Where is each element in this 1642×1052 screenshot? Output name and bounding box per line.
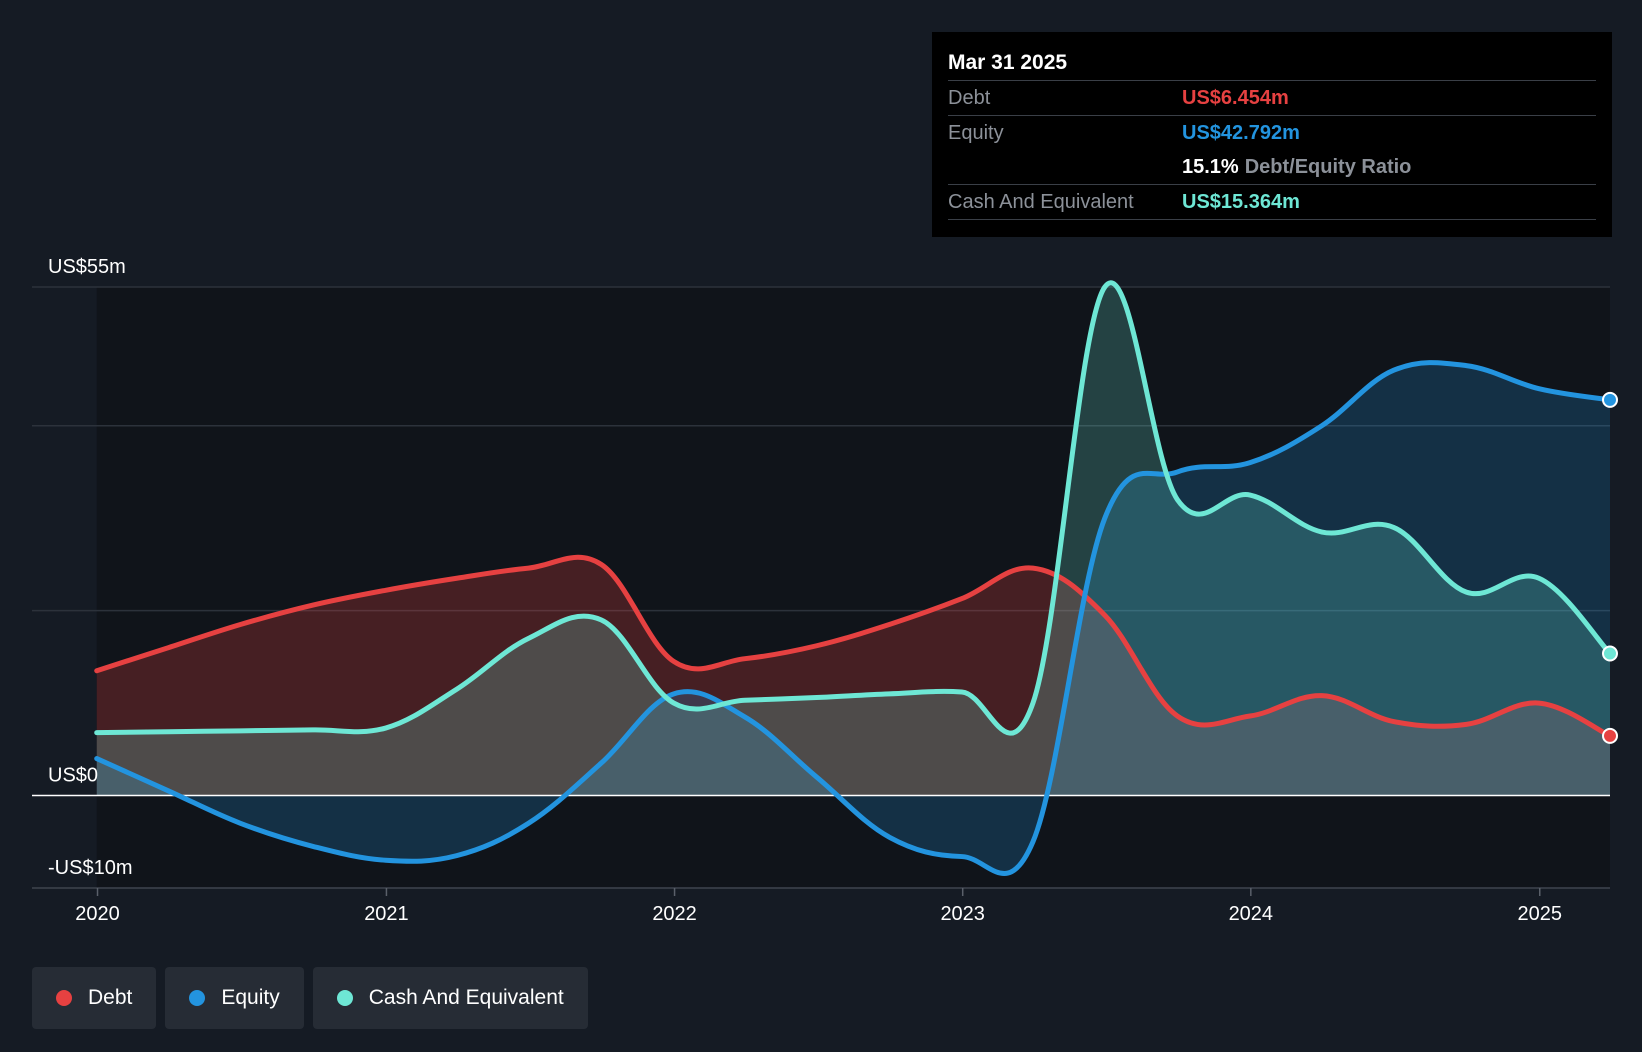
plot-area [96,287,1611,888]
tooltip-equity-row: Equity US$42.792m [948,116,1596,150]
y-tick-label: US$55m [48,256,126,278]
debt-dot-icon [56,990,72,1006]
legend-label-equity: Equity [221,986,280,1009]
legend: Debt Equity Cash And Equivalent [32,967,588,1029]
equity-end-point [1602,391,1618,408]
legend-item-cash[interactable]: Cash And Equivalent [312,967,588,1029]
tooltip-cash-value: US$15.364m [1182,191,1300,213]
tooltip-equity-value: US$42.792m [1182,122,1300,144]
tooltip-equity-label: Equity [948,122,1004,144]
debt-end-point [1602,727,1618,744]
cash-and-equivalent-end-point [1602,645,1618,662]
equity-area [96,362,1611,874]
tooltip-debt-label: Debt [948,87,991,109]
tooltip: Mar 31 2025 Debt US$6.454m Equity US$42.… [932,32,1612,237]
equity-line [94,360,1613,876]
debt-area [96,557,1611,796]
x-tick-label: 2022 [652,903,697,925]
tooltip-date: Mar 31 2025 [948,46,1596,81]
cash-and-equivalent-area [96,282,1611,796]
equity-dot-icon [189,990,206,1006]
y-tick-label: -US$10m [48,857,132,879]
legend-item-debt[interactable]: Debt [32,967,157,1029]
tooltip-debt-row: Debt US$6.454m [948,81,1596,116]
debt-line [94,554,1613,739]
cash-and-equivalent-line [94,280,1613,736]
tooltip-cash-row: Cash And Equivalent US$15.364m [948,185,1596,220]
x-tick-label: 2025 [1517,903,1562,925]
x-tick-label: 2024 [1229,903,1274,925]
legend-item-equity[interactable]: Equity [165,967,304,1029]
tooltip-debt-value: US$6.454m [1182,87,1289,109]
tooltip-cash-label: Cash And Equivalent [948,191,1134,213]
cash-dot-icon [336,990,353,1006]
tooltip-ratio-label: Debt/Equity Ratio [1244,156,1412,178]
tooltip-ratio-value: 15.1% [1182,156,1239,178]
legend-label-cash: Cash And Equivalent [368,986,564,1009]
y-tick-label: US$0 [48,765,98,787]
tooltip-ratio-row: 15.1% Debt/Equity Ratio [948,150,1596,185]
x-tick-label: 2020 [75,903,120,925]
legend-label-debt: Debt [88,986,133,1009]
x-tick-label: 2021 [364,903,409,925]
x-tick-label: 2023 [940,903,985,925]
